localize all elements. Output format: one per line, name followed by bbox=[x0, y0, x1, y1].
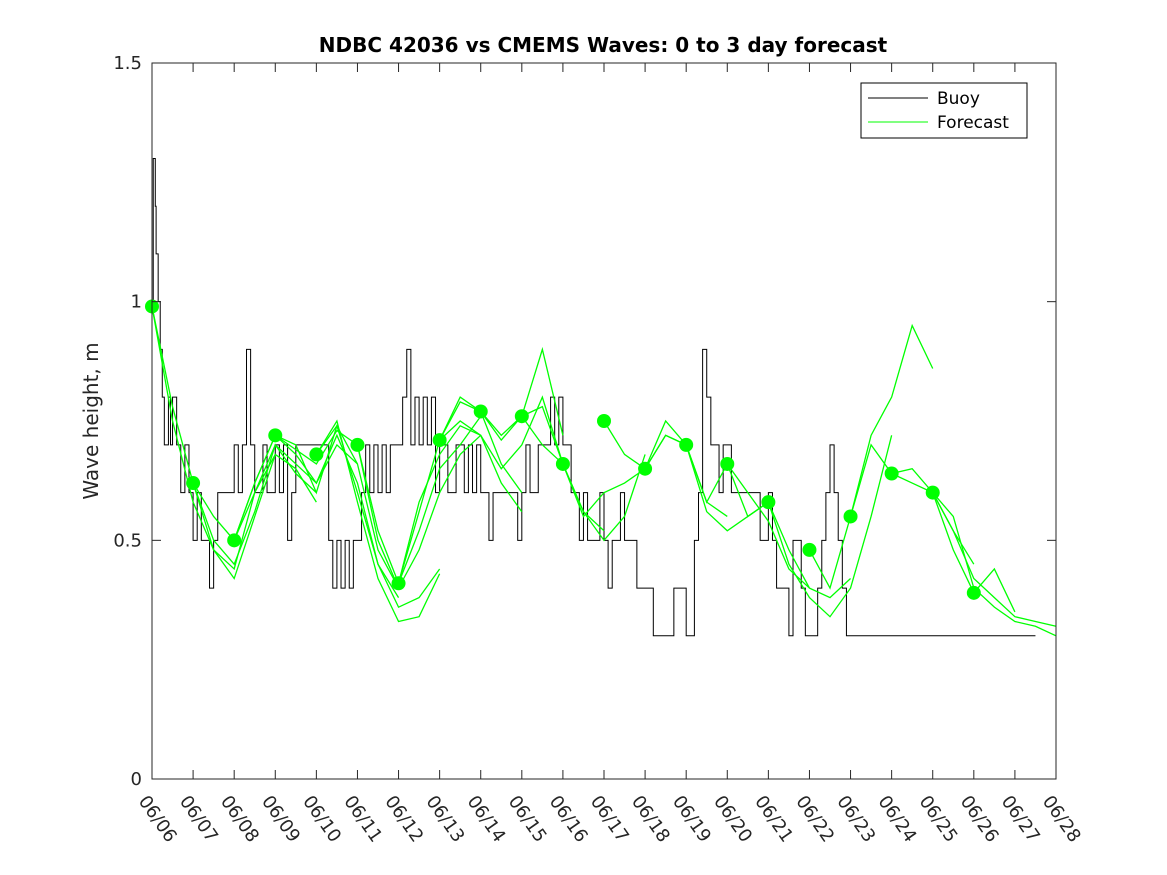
forecast-start-point-6 bbox=[350, 437, 365, 452]
forecast-start-point-15 bbox=[720, 456, 735, 471]
forecast-series-line-27 bbox=[891, 472, 1016, 613]
forecast-series-line-14 bbox=[397, 424, 523, 584]
forecast-series-line-22 bbox=[685, 444, 810, 589]
forecast-start-point-9 bbox=[473, 404, 488, 419]
forecast-start-point-20 bbox=[925, 485, 940, 500]
forecast-start-point-7 bbox=[391, 576, 406, 591]
y-tick-label: 0 bbox=[131, 769, 142, 790]
chart-title: NDBC 42036 vs CMEMS Waves: 0 to 3 day fo… bbox=[319, 33, 888, 57]
legend-box bbox=[860, 82, 1028, 139]
legend-buoy-label: Buoy bbox=[937, 89, 980, 109]
y-tick-label: 0.5 bbox=[113, 530, 142, 551]
forecast-start-point-5 bbox=[309, 447, 324, 462]
forecast-series-line-15 bbox=[439, 346, 564, 442]
legend: Buoy Forecast bbox=[860, 82, 1028, 139]
forecast-series-line-5 bbox=[233, 429, 358, 541]
forecast-start-point-14 bbox=[679, 437, 694, 452]
y-tick-label: 1 bbox=[131, 292, 142, 313]
forecast-start-point-8 bbox=[432, 433, 447, 448]
forecast-series-line-18 bbox=[521, 415, 646, 542]
y-axis-label: Wave height, m bbox=[79, 342, 103, 499]
forecast-start-point-17 bbox=[802, 542, 817, 557]
forecast-start-point-11 bbox=[555, 456, 570, 471]
forecast-series-line-6 bbox=[233, 443, 358, 541]
forecast-series-line-25 bbox=[808, 323, 934, 590]
series-layer bbox=[145, 157, 1057, 637]
forecast-start-point-12 bbox=[597, 414, 611, 428]
forecast-start-point-21 bbox=[966, 585, 981, 600]
forecast-series-line-28 bbox=[932, 492, 1057, 637]
forecast-start-point-2 bbox=[186, 476, 201, 491]
forecast-series-line-12 bbox=[356, 434, 482, 590]
y-tick-label: 1.5 bbox=[113, 53, 142, 74]
forecast-series-line-3 bbox=[192, 443, 317, 566]
forecast-series-line-10 bbox=[315, 424, 441, 609]
forecast-series-line-29 bbox=[932, 492, 1057, 627]
forecast-series-line-16 bbox=[439, 395, 564, 470]
forecast-series-line-24 bbox=[767, 435, 893, 618]
forecast-start-point-19 bbox=[884, 466, 899, 481]
forecast-series-line-13 bbox=[397, 396, 523, 584]
forecast-start-point-10 bbox=[514, 409, 529, 424]
forecast-series-line-9 bbox=[315, 419, 441, 623]
forecast-start-point-18 bbox=[843, 509, 858, 524]
forecast-start-point-3 bbox=[227, 533, 242, 548]
forecast-start-point-16 bbox=[761, 495, 776, 510]
forecast-start-point-4 bbox=[268, 428, 283, 443]
forecast-start-point-13 bbox=[638, 461, 653, 476]
forecast-series-line-11 bbox=[356, 415, 482, 586]
legend-forecast-label: Forecast bbox=[937, 113, 1009, 133]
forecast-series-line-23 bbox=[726, 463, 851, 599]
